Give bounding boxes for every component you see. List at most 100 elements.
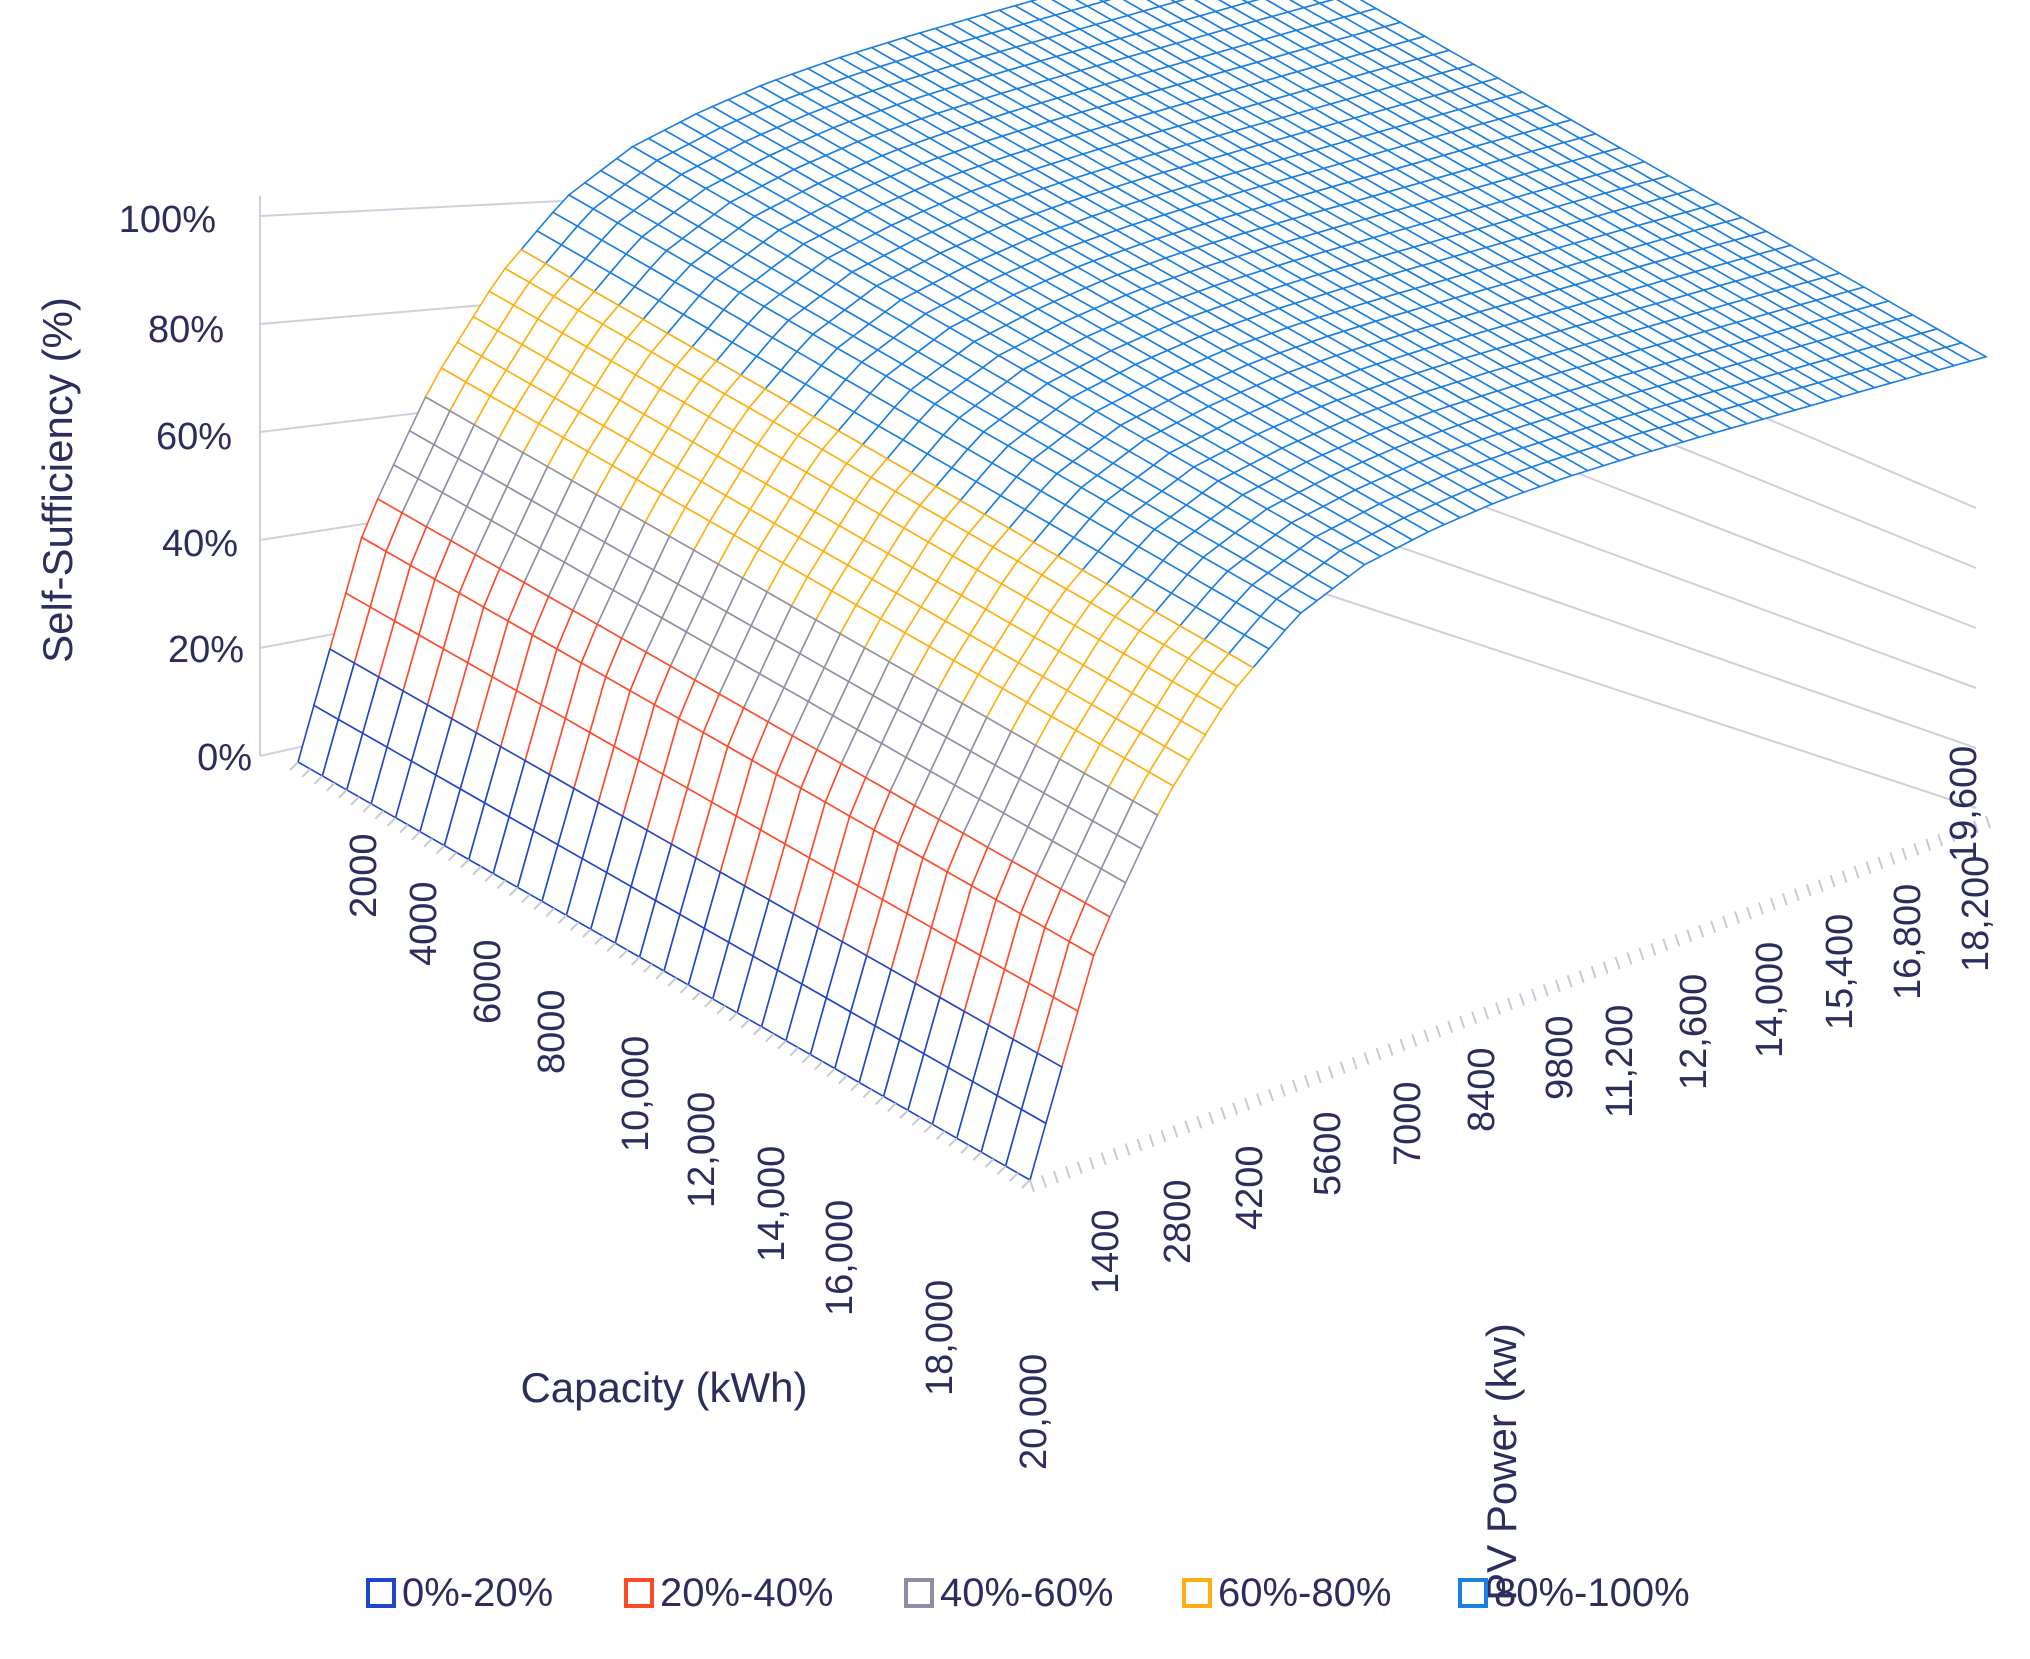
capacity-axis-tick	[691, 991, 702, 1001]
legend-label: 60%-80%	[1218, 1571, 1391, 1615]
legend-swatch	[624, 1578, 654, 1608]
pv-axis-tick	[1196, 1115, 1203, 1129]
legend-label: 0%-20%	[402, 1571, 553, 1615]
capacity-axis-tick	[679, 984, 690, 994]
capacity-axis-tick	[984, 1158, 995, 1168]
capacity-axis-tick	[911, 1116, 921, 1127]
capacity-axis-tick	[301, 768, 311, 778]
capacity-axis-tick	[789, 1046, 799, 1057]
pv-axis-tick	[1244, 1097, 1251, 1111]
pv-axis-tick	[1602, 961, 1609, 974]
pv-axis-title: PV Power (kw)	[1478, 1323, 1525, 1601]
pv-axis-tick	[1172, 1125, 1179, 1138]
pv-axis-tick	[1029, 1179, 1035, 1193]
z-tick-label: 80%	[148, 309, 224, 351]
capacity-axis-tick	[740, 1019, 751, 1029]
capacity-axis-tick	[618, 949, 629, 959]
surface-cell	[1004, 1108, 1047, 1182]
pv-axis-tick	[1542, 984, 1549, 997]
pv-axis-tick	[1064, 1166, 1071, 1179]
z-tick-label: 100%	[119, 199, 216, 241]
pv-axis-tick	[1937, 833, 1944, 847]
pv-axis-tick	[1722, 915, 1729, 929]
pv-axis-tick	[1961, 824, 1968, 838]
capacity-axis-tick	[1009, 1172, 1019, 1182]
pv-axis-tick	[1184, 1120, 1191, 1134]
pv-axis-tick	[1088, 1156, 1095, 1170]
capacity-axis-tick	[508, 886, 519, 897]
z-tick-label: 40%	[162, 523, 238, 565]
pv-axis-tick	[1459, 1015, 1466, 1029]
legend: 0%-20% 20%-40% 40%-60% 60%-80% 80%-100%	[366, 1571, 1690, 1615]
capacity-axis-tick	[838, 1074, 848, 1085]
pv-tick-label: 9800	[1539, 1015, 1581, 1100]
capacity-axis-tick	[289, 761, 299, 771]
legend-label: 40%-60%	[940, 1571, 1113, 1615]
pv-axis-tick	[1793, 888, 1800, 902]
pv-axis-tick	[1483, 1006, 1490, 1020]
capacity-axis-tick	[630, 956, 641, 966]
pv-axis-tick	[1853, 865, 1860, 879]
capacity-tick-label: 4000	[403, 881, 445, 966]
capacity-axis-tick	[545, 907, 555, 918]
pv-axis-tick	[1530, 988, 1537, 1002]
pv-axis-tick	[1519, 993, 1525, 1006]
legend-item: 20%-40%	[624, 1571, 833, 1615]
capacity-tick-label: 20,000	[1013, 1354, 1055, 1470]
legend-label: 80%-100%	[1494, 1571, 1690, 1615]
pv-axis-tick	[1566, 974, 1573, 988]
pv-tick-label: 7000	[1387, 1081, 1429, 1166]
pv-axis-tick	[1877, 856, 1884, 870]
capacity-axis-tick	[813, 1060, 824, 1071]
pv-tick-label: 16,800	[1887, 884, 1929, 1000]
pv-axis-tick	[1124, 1143, 1131, 1156]
pv-axis-tick	[1746, 906, 1752, 920]
capacity-axis-tick	[996, 1165, 1007, 1175]
z-axis-title: Self-Sufficiency (%)	[34, 297, 81, 663]
capacity-tick-label: 10,000	[615, 1036, 657, 1152]
capacity-axis-tick	[399, 823, 409, 834]
capacity-axis-tick	[521, 893, 531, 904]
pv-tick-label: 1400	[1085, 1209, 1127, 1294]
pv-axis-tick	[1578, 970, 1585, 984]
pv-axis-tick	[1339, 1061, 1346, 1075]
pv-tick-label: 5600	[1307, 1111, 1349, 1196]
z-tick-label: 60%	[156, 416, 232, 458]
capacity-axis-tick	[374, 810, 385, 820]
pv-tick-label: 18,200	[1955, 856, 1997, 972]
pv-tick-label: 14,000	[1749, 942, 1791, 1058]
legend-swatch	[904, 1578, 934, 1608]
capacity-axis-tick	[557, 914, 568, 924]
legend-swatch	[1458, 1578, 1488, 1608]
capacity-axis-tick	[887, 1102, 897, 1113]
capacity-axis-tick	[972, 1151, 982, 1161]
capacity-axis-tick	[765, 1032, 775, 1043]
pv-axis-tick	[1507, 997, 1513, 1011]
pv-axis-tick	[1841, 870, 1848, 883]
pv-axis-tick	[1734, 911, 1740, 924]
z-tick-label: 0%	[197, 737, 252, 779]
capacity-axis-tick	[862, 1088, 873, 1099]
capacity-tick-label: 6000	[467, 939, 509, 1024]
capacity-axis-tick	[496, 879, 507, 890]
pv-axis-tick	[1315, 1070, 1322, 1084]
pv-axis-tick	[1626, 952, 1633, 965]
pv-axis-tick	[1100, 1152, 1107, 1166]
pv-axis-tick	[1949, 829, 1956, 842]
pv-axis-tick	[1363, 1052, 1370, 1065]
pv-axis-tick	[1662, 938, 1669, 952]
capacity-axis-tick	[935, 1130, 946, 1140]
capacity-axis-tick	[1021, 1179, 1031, 1189]
capacity-tick-label: 14,000	[751, 1146, 793, 1262]
capacity-axis-tick	[325, 782, 336, 792]
capacity-axis-tick	[569, 921, 580, 931]
capacity-axis-tick	[472, 865, 482, 876]
capacity-axis-tick	[411, 830, 421, 841]
pv-axis-title-group: PV Power (kw)	[1478, 1323, 1525, 1601]
pv-axis-tick	[1423, 1029, 1430, 1043]
pv-axis-tick	[1399, 1038, 1406, 1052]
capacity-axis-tick	[362, 803, 372, 813]
pv-axis-tick	[1375, 1047, 1382, 1061]
capacity-tick-label: 18,000	[919, 1280, 961, 1396]
pv-axis-tick	[1638, 947, 1645, 961]
